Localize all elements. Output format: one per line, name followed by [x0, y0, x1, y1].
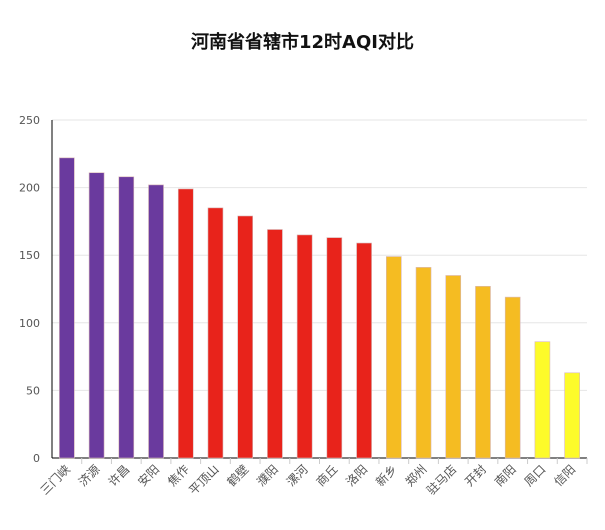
x-tick-label: 信阳	[551, 462, 578, 489]
x-tick-label: 新乡	[372, 462, 400, 490]
x-tick-label: 商丘	[313, 462, 341, 490]
x-tick-label: 周口	[522, 462, 549, 489]
y-tick-label: 50	[26, 384, 40, 397]
y-tick-label: 200	[19, 182, 40, 195]
bar	[177, 188, 194, 459]
bar	[504, 296, 521, 459]
x-tick-label: 三门峡	[37, 462, 73, 498]
x-tick-label: 平顶山	[186, 462, 221, 497]
y-tick-label: 0	[33, 452, 40, 465]
x-tick-label: 洛阳	[343, 462, 371, 490]
y-tick-label: 150	[19, 249, 40, 262]
bar	[415, 267, 432, 459]
bar	[356, 242, 372, 459]
bar	[267, 229, 283, 459]
x-tick-label: 南阳	[491, 462, 519, 490]
bar	[475, 285, 491, 459]
chart-title: 河南省省辖市12时AQI对比	[191, 32, 414, 53]
x-tick-label: 济源	[75, 462, 103, 490]
bar	[326, 237, 343, 459]
bar	[564, 372, 580, 459]
x-tick-label: 濮阳	[253, 462, 281, 490]
y-tick-label: 250	[19, 114, 40, 127]
bar	[445, 275, 462, 459]
x-tick-label: 鹤壁	[224, 462, 252, 490]
x-tick-label: 漯河	[284, 462, 311, 489]
y-tick-label: 100	[19, 317, 40, 330]
x-tick-label: 开封	[462, 462, 489, 489]
bar	[237, 215, 253, 459]
bar	[207, 207, 224, 459]
bar	[534, 341, 551, 459]
bar	[296, 234, 313, 459]
x-tick-label: 驻马店	[423, 462, 459, 498]
bar	[88, 172, 105, 459]
bar	[386, 256, 402, 459]
x-tick-label: 安阳	[135, 462, 163, 490]
bar	[118, 176, 135, 459]
bar	[148, 184, 164, 459]
bar	[59, 157, 75, 459]
x-tick-label: 许昌	[106, 462, 133, 489]
